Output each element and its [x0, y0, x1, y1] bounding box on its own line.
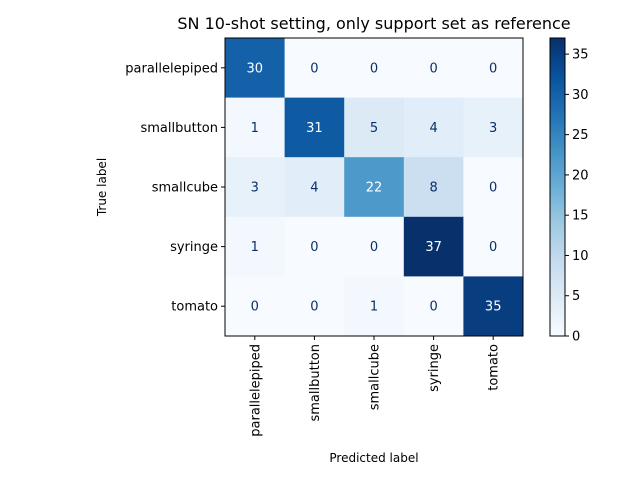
matrix-cell	[463, 157, 524, 218]
matrix-cell	[284, 216, 345, 277]
colorbar-tick-label: 15	[572, 209, 589, 224]
matrix-cell	[403, 97, 464, 158]
matrix-cell	[403, 157, 464, 218]
cell-value-label: 22	[366, 181, 383, 196]
cell-value-label: 3	[251, 181, 259, 196]
y-tick-label: smallbutton	[140, 121, 218, 136]
cell-value-label: 1	[251, 240, 259, 255]
matrix-cell	[344, 276, 405, 337]
cell-value-label: 31	[306, 121, 323, 136]
x-tick-label: smallcube	[368, 344, 383, 410]
cell-value-label: 0	[429, 300, 437, 315]
matrix-cell	[344, 38, 405, 99]
cell-value-label: 0	[310, 300, 318, 315]
matrix-cell	[463, 38, 524, 99]
matrix-cell	[344, 157, 405, 218]
y-tick-label: parallelepiped	[125, 61, 218, 76]
x-axis-label: Predicted label	[329, 451, 418, 465]
cell-value-label: 1	[370, 300, 378, 315]
colorbar-tick-label: 0	[572, 330, 580, 345]
colorbar	[549, 37, 566, 337]
y-tick-label: smallcube	[152, 181, 218, 196]
matrix-cell	[463, 97, 524, 158]
cell-value-label: 0	[429, 61, 437, 76]
cell-value-label: 3	[489, 121, 497, 136]
colorbar-ticks: 0 5 10 15 20 25 30 35	[565, 48, 589, 345]
colorbar-tick-label: 5	[572, 289, 580, 304]
y-axis-ticks: parallelepiped smallbutton smallcube syring…	[125, 61, 225, 315]
cell-value-label: 1	[251, 121, 259, 136]
matrix-cell	[463, 276, 524, 337]
cell-value-label: 0	[370, 61, 378, 76]
x-tick-label: parallelepiped	[248, 344, 263, 437]
x-axis-ticks: parallelepiped smallbutton smallcube syring…	[248, 336, 502, 437]
chart-title: SN 10-shot setting, only support set as …	[177, 14, 570, 33]
cell-value-label: 35	[485, 300, 502, 315]
colorbar-tick-label: 30	[572, 88, 589, 103]
colorbar-tick-label: 25	[572, 128, 589, 143]
cell-value-label: 4	[310, 181, 318, 196]
matrix-cell	[225, 157, 286, 218]
x-tick-label: smallbutton	[308, 344, 323, 422]
cell-value-label: 0	[489, 181, 497, 196]
matrix-cell	[284, 97, 345, 158]
matrix-cell	[463, 216, 524, 277]
cell-value-label: 30	[247, 61, 264, 76]
matrix-cell	[225, 38, 286, 99]
cell-value-label: 4	[429, 121, 437, 136]
colorbar-tick-label: 35	[572, 48, 589, 63]
cell-value-label: 0	[310, 61, 318, 76]
cell-value-label: 5	[370, 121, 378, 136]
cell-value-label: 0	[310, 240, 318, 255]
cell-value-label: 37	[425, 240, 442, 255]
colorbar-tick-label: 20	[572, 168, 589, 183]
matrix-cell	[344, 97, 405, 158]
matrix-cell	[344, 216, 405, 277]
cell-value-label: 0	[489, 61, 497, 76]
cell-value-label: 0	[370, 240, 378, 255]
x-tick-label: syringe	[427, 344, 442, 392]
cell-value-label: 8	[429, 181, 437, 196]
matrix-cell	[403, 216, 464, 277]
y-axis-label: True label	[95, 158, 109, 217]
matrix-cell	[225, 276, 286, 337]
matrix-cell	[225, 216, 286, 277]
matrix-cell	[403, 276, 464, 337]
matrix-cell	[284, 276, 345, 337]
cell-value-label: 0	[251, 300, 259, 315]
y-tick-label: tomato	[171, 300, 218, 315]
cell-value-label: 0	[489, 240, 497, 255]
x-tick-label: tomato	[487, 344, 502, 391]
matrix-cell	[403, 38, 464, 99]
matrix-cell	[225, 97, 286, 158]
matrix-cell	[284, 157, 345, 218]
colorbar-tick-label: 10	[572, 249, 589, 264]
y-tick-label: syringe	[170, 240, 218, 255]
matrix-cell	[284, 38, 345, 99]
matrix-cells: 30 0 0 0 0 1 31 5 4 3 3 4 22 8 0 1 0 0 37 0 0 0 1 0 35	[225, 38, 524, 337]
